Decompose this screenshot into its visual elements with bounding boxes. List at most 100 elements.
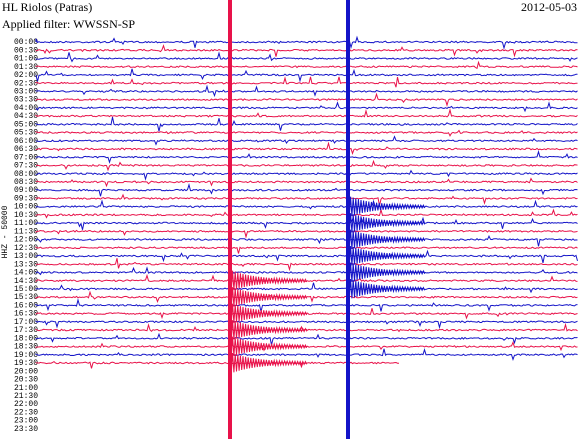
trace [35, 141, 578, 155]
row-label: 12:30 [14, 244, 38, 253]
event-coda [229, 351, 308, 374]
row-label: 20:00 [14, 367, 38, 376]
row-label: 14:30 [14, 277, 38, 286]
row-label: 04:30 [14, 112, 38, 121]
event-spike [228, 0, 232, 439]
event-coda [347, 261, 426, 283]
trace [35, 116, 578, 132]
row-label: 16:30 [14, 310, 38, 319]
row-label: 15:30 [14, 293, 38, 302]
y-label: HHZ - 50000 [1, 205, 10, 258]
row-label: 23:30 [14, 425, 38, 434]
row-label: 18:00 [14, 334, 38, 343]
row-label: 17:30 [14, 326, 38, 335]
row-label: 03:00 [14, 87, 38, 96]
event-coda [229, 319, 308, 341]
row-label: 14:00 [14, 269, 38, 278]
trace [35, 101, 578, 113]
trace [35, 282, 578, 294]
row-label: 07:30 [14, 162, 38, 171]
row-label: 02:00 [14, 71, 38, 80]
row-label: 08:00 [14, 170, 38, 179]
row-label: 10:30 [14, 211, 38, 220]
row-label: 09:30 [14, 194, 38, 203]
row-label: 04:00 [14, 104, 38, 113]
trace [35, 150, 578, 164]
trace [35, 84, 578, 98]
trace [35, 76, 578, 88]
trace [35, 51, 578, 63]
row-label: 05:00 [14, 120, 38, 129]
event-coda [229, 335, 308, 358]
row-label: 02:30 [14, 79, 38, 88]
row-label: 06:30 [14, 145, 38, 154]
trace [35, 360, 400, 369]
event-coda [347, 228, 426, 251]
row-label: 11:00 [14, 219, 38, 228]
row-label: 13:30 [14, 260, 38, 269]
trace [35, 298, 578, 312]
trace [35, 193, 578, 206]
trace [35, 207, 578, 219]
row-label: 07:00 [14, 153, 38, 162]
row-label: 19:30 [14, 359, 38, 368]
event-coda [347, 277, 426, 300]
row-label: 12:00 [14, 236, 38, 245]
row-label: 21:30 [14, 392, 38, 401]
trace [35, 199, 578, 210]
trace [35, 347, 578, 361]
event-coda [229, 286, 308, 308]
row-label: 08:30 [14, 178, 38, 187]
trace [35, 320, 578, 330]
row-label: 18:30 [14, 343, 38, 352]
row-label: 21:00 [14, 384, 38, 393]
trace [35, 235, 578, 247]
filter: Applied filter: WWSSN-SP [2, 17, 135, 31]
row-label: 05:30 [14, 129, 38, 138]
trace [35, 135, 578, 146]
trace [35, 266, 578, 276]
row-label: 00:30 [14, 46, 38, 55]
row-label: 23:00 [14, 417, 38, 426]
trace [35, 159, 578, 172]
event-coda [229, 269, 308, 292]
row-label: 00:00 [14, 38, 38, 47]
event-coda [229, 302, 308, 325]
trace [35, 177, 578, 188]
trace [35, 169, 578, 181]
row-label: 22:00 [14, 400, 38, 409]
trace [35, 60, 578, 70]
trace [35, 229, 578, 239]
trace [35, 35, 578, 50]
row-label: 01:30 [14, 63, 38, 72]
row-label: 16:00 [14, 301, 38, 310]
trace [35, 129, 578, 137]
row-label: 20:30 [14, 376, 38, 385]
trace [35, 182, 578, 197]
trace [35, 216, 578, 230]
row-label: 19:00 [14, 351, 38, 360]
row-label: 01:00 [14, 55, 38, 64]
row-label: 10:00 [14, 203, 38, 212]
row-label: 13:00 [14, 252, 38, 261]
row-label: 03:30 [14, 96, 38, 105]
row-label: 06:00 [14, 137, 38, 146]
trace [35, 258, 578, 272]
event-coda [347, 195, 426, 218]
row-label: 15:00 [14, 285, 38, 294]
row-label: 11:30 [14, 227, 38, 236]
row-label: 09:00 [14, 186, 38, 195]
row-label: 17:00 [14, 318, 38, 327]
trace [35, 108, 578, 118]
trace [35, 249, 578, 264]
trace [35, 44, 578, 58]
event-coda [347, 244, 426, 267]
trace [35, 246, 578, 254]
trace [35, 92, 578, 108]
trace [35, 332, 578, 346]
station-title: HL Riolos (Patras) [2, 0, 92, 14]
row-label: 22:30 [14, 408, 38, 417]
trace [35, 68, 578, 83]
